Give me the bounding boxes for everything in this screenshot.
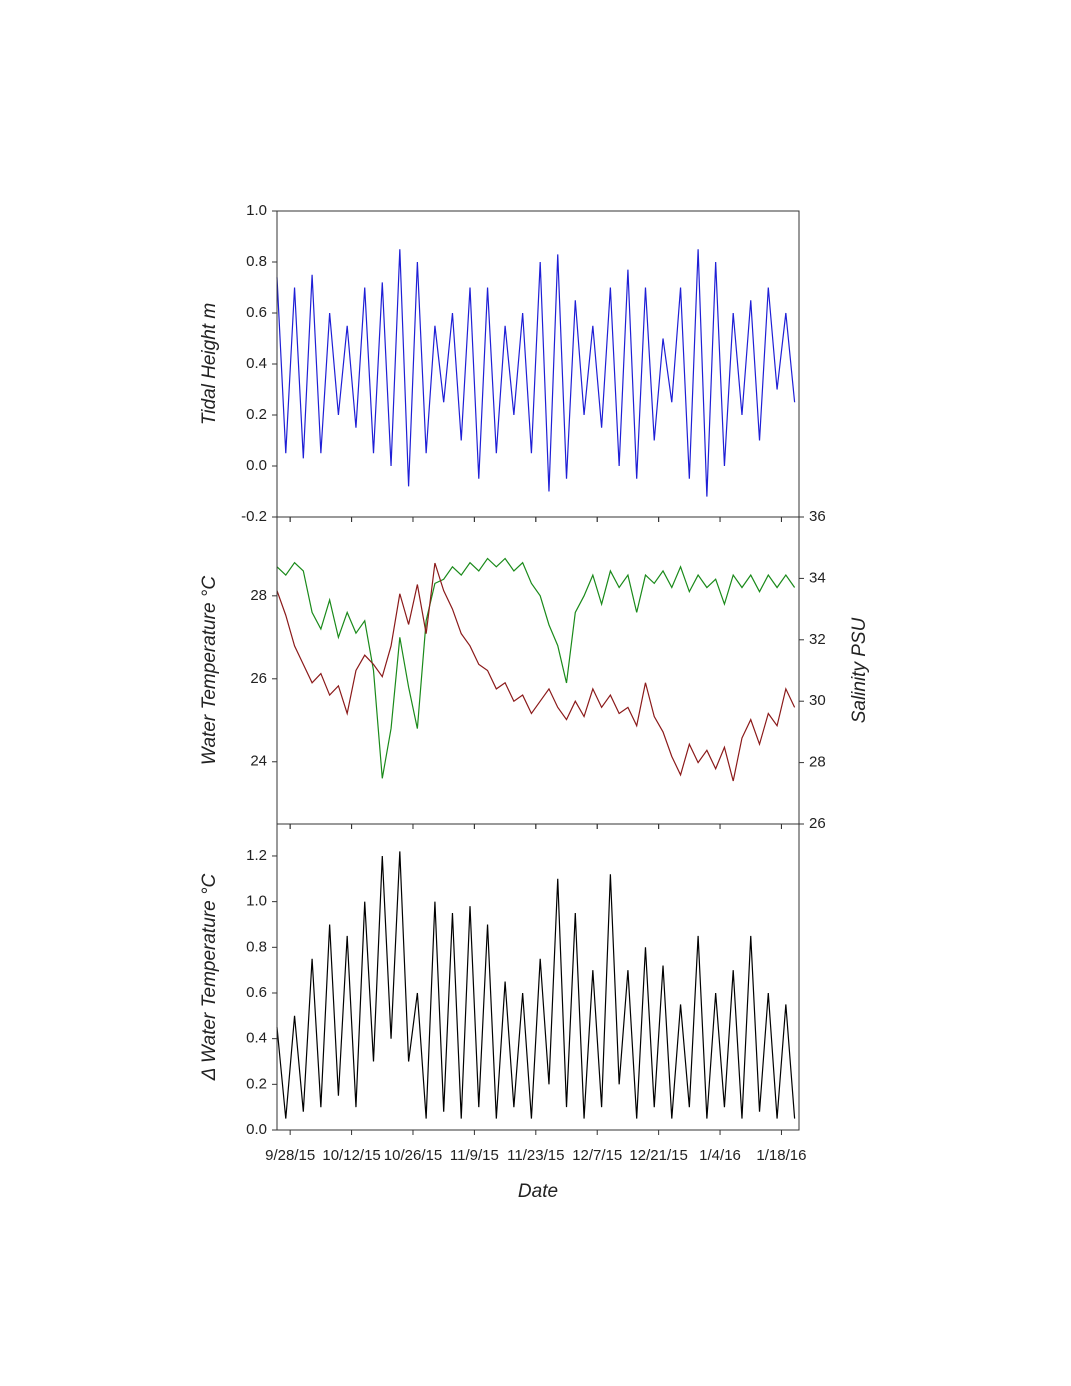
y2-tick-label: 30 [809,692,826,709]
x-tick-label: 1/18/16 [756,1147,806,1164]
y-tick-label: 0.2 [246,406,267,423]
data-line [276,851,796,1119]
x-tick-label: 11/9/15 [450,1147,499,1164]
y-tick-label: 0.6 [246,304,267,321]
data-line [276,557,796,779]
y-tick-label: -0.2 [241,508,267,525]
data-line [276,249,796,497]
y-tick-label: 0.4 [246,1030,267,1047]
y2-tick-label: 34 [809,569,826,586]
y-tick-label: 0.0 [246,1121,267,1138]
y-tick-label: 1.0 [246,202,267,219]
y-tick-label: 26 [250,670,267,687]
y-tick-label: 0.0 [246,457,267,474]
y-tick-label: 1.2 [246,847,267,864]
y-tick-label: 24 [250,753,267,770]
x-tick-label: 9/28/15 [265,1147,315,1164]
x-axis-label: Date [518,1181,558,1202]
data-line [276,562,796,782]
x-tick-label: 10/12/15 [322,1147,380,1164]
x-tick-label: 10/26/15 [384,1147,442,1164]
y2-tick-label: 26 [809,815,826,832]
y2-tick-label: 36 [809,508,826,525]
y2-tick-label: 32 [809,631,826,648]
y-axis-label: Δ Water Temperature °C [199,873,220,1081]
plot-frame [276,210,800,518]
y-axis-label: Water Temperature °C [199,576,220,766]
x-tick-label: 1/4/16 [699,1147,741,1164]
y2-axis-label: Salinity PSU [849,617,870,723]
plot-frame [276,823,800,1131]
x-tick-label: 12/21/15 [629,1147,687,1164]
y-tick-label: 0.8 [246,253,267,270]
y-tick-label: 28 [250,587,267,604]
y-axis-label: Tidal Height m [199,303,220,425]
y-tick-label: 0.8 [246,938,267,955]
y-tick-label: 0.6 [246,984,267,1001]
plot-frame [276,516,800,825]
y-tick-label: 0.4 [246,355,267,372]
y2-tick-label: 28 [809,754,826,771]
y-tick-label: 1.0 [246,893,267,910]
x-tick-label: 12/7/15 [572,1147,622,1164]
x-tick-label: 11/23/15 [507,1147,564,1164]
y-tick-label: 0.2 [246,1075,267,1092]
